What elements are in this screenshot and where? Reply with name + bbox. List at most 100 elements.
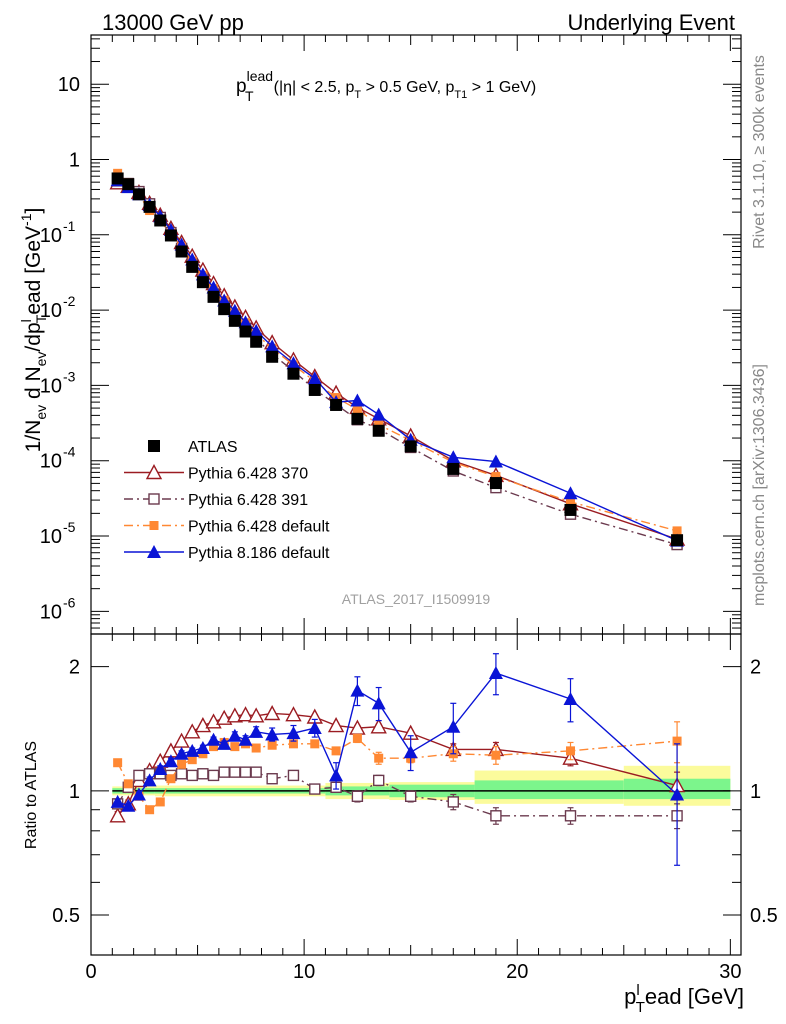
- legend-marker-py370: [145, 464, 163, 480]
- point-atlas: [186, 260, 199, 273]
- ratio-point-py6def: [251, 743, 261, 753]
- legend-marker-atlas: [148, 440, 160, 452]
- main-title: plead T (|η| < 2.5, pT > 0.5 GeV, pT1 > 1 …: [236, 68, 536, 104]
- point-py8def: [227, 303, 242, 317]
- line-py391: [117, 180, 678, 546]
- ratio-frame: [90, 633, 742, 956]
- ratio-point-py6def: [113, 758, 123, 768]
- ratio-point-py391: [373, 774, 385, 787]
- rivet-label: Rivet 3.1.10, ≥ 300k events: [751, 55, 768, 249]
- ratio-point-py8def: [249, 724, 264, 738]
- point-py8def: [446, 450, 461, 464]
- ratio-point-py391: [404, 790, 417, 803]
- y-tick-label: 10: [40, 601, 62, 623]
- ratio-point-py391: [287, 769, 300, 782]
- header-right: Underlying Event: [567, 10, 735, 35]
- ratio-point-py8def: [350, 683, 365, 697]
- point-py6def: [491, 472, 501, 482]
- ratio-y-tick-label: 1: [69, 781, 80, 803]
- x-axis-label: pl Tead [GeV]: [624, 982, 744, 1016]
- point-atlas: [489, 477, 502, 490]
- ratio-point-py6def: [123, 779, 133, 789]
- ratio-point-py8def: [329, 768, 344, 782]
- ratio-point-py8def: [131, 787, 146, 801]
- ratio-point-py8def: [371, 696, 386, 710]
- ratio-point-py370: [370, 718, 387, 734]
- ratio-point-py6def: [374, 753, 384, 763]
- point-py8def: [238, 315, 253, 329]
- point-atlas: [351, 412, 364, 425]
- y-tick-exp: -6: [63, 594, 76, 610]
- ratio-point-py8def: [142, 773, 157, 787]
- ratio-point-py6def: [209, 742, 219, 752]
- ratio-point-py6def: [155, 797, 165, 807]
- point-py6def: [352, 404, 362, 414]
- ratio-point-py6def: [672, 736, 682, 746]
- point-atlas: [287, 367, 300, 380]
- point-py8def: [265, 339, 280, 353]
- point-atlas: [111, 172, 124, 185]
- y-tick-label: 1: [69, 149, 80, 171]
- point-atlas: [122, 178, 135, 191]
- ratio-point-py391: [309, 783, 321, 795]
- ratio-point-py6def: [187, 755, 197, 765]
- point-atlas: [164, 229, 177, 242]
- point-atlas: [175, 245, 188, 258]
- ratio-point-py6def: [288, 739, 298, 749]
- main-ylabel: 1/Nev d Nev/dplTead [GeV-1]: [18, 208, 49, 453]
- point-py8def: [563, 486, 578, 500]
- point-py8def: [307, 371, 322, 385]
- ratio-point-py391: [351, 790, 364, 803]
- point-py8def: [206, 280, 221, 294]
- ratio-point-py370: [285, 706, 302, 722]
- ratio-point-py8def: [238, 732, 253, 746]
- point-atlas: [330, 398, 343, 411]
- legend-label-py391: Pythia 6.428 391: [188, 492, 308, 509]
- ratio-y-tick-label-right: 1: [750, 781, 761, 803]
- point-atlas: [154, 214, 167, 227]
- ratio-ylabel: Ratio to ATLAS: [23, 741, 40, 849]
- ratio-point-py391: [197, 768, 209, 780]
- ratio-point-py6def: [145, 805, 155, 815]
- ratio-point-py391: [564, 810, 577, 822]
- y-tick-label: 10: [40, 225, 62, 247]
- ratio-point-py6def: [166, 774, 176, 784]
- x-tick-label: 10: [293, 961, 315, 983]
- ratio-point-py6def: [267, 740, 277, 750]
- legend-label-atlas: ATLAS: [188, 439, 238, 456]
- x-tick-label: 0: [85, 961, 96, 983]
- ratio-point-py8def: [286, 726, 301, 740]
- ratio-point-py6def: [491, 750, 501, 760]
- ratio-point-py8def: [217, 736, 232, 750]
- point-atlas: [143, 200, 156, 213]
- analysis-label: ATLAS_2017_I1509919: [342, 591, 491, 607]
- legend-marker-py391: [148, 493, 160, 505]
- point-atlas: [228, 314, 241, 327]
- mcplots-label: mcplots.cern.ch [arXiv:1306.3436]: [751, 364, 768, 606]
- ratio-point-py8def: [488, 666, 503, 680]
- ratio-y-tick-label: 2: [69, 657, 80, 679]
- legend-label-py370: Pythia 6.428 370: [188, 466, 308, 483]
- ratio-point-py8def: [563, 691, 578, 705]
- y-tick-exp: -2: [63, 293, 76, 309]
- ratio-point-py8def: [195, 741, 210, 755]
- ratio-point-py8def: [206, 732, 221, 746]
- ratio-point-py391: [186, 769, 198, 782]
- ratio-y-tick-label-right: 2: [750, 657, 761, 679]
- legend-marker-py8def: [147, 545, 161, 558]
- y-tick-exp: -5: [63, 519, 76, 535]
- point-atlas: [308, 383, 321, 396]
- ratio-point-py6def: [310, 739, 320, 749]
- ratio-point-py8def: [446, 719, 461, 733]
- ratio-point-py391: [229, 766, 241, 778]
- point-atlas: [239, 325, 252, 338]
- line-py370: [117, 182, 678, 540]
- ratio-point-py391: [175, 768, 188, 780]
- header-left: 13000 GeV pp: [102, 10, 244, 35]
- point-py6def: [566, 497, 576, 507]
- ratio-point-py8def: [163, 754, 178, 768]
- point-atlas: [266, 350, 279, 363]
- ratio-point-py8def: [265, 727, 280, 741]
